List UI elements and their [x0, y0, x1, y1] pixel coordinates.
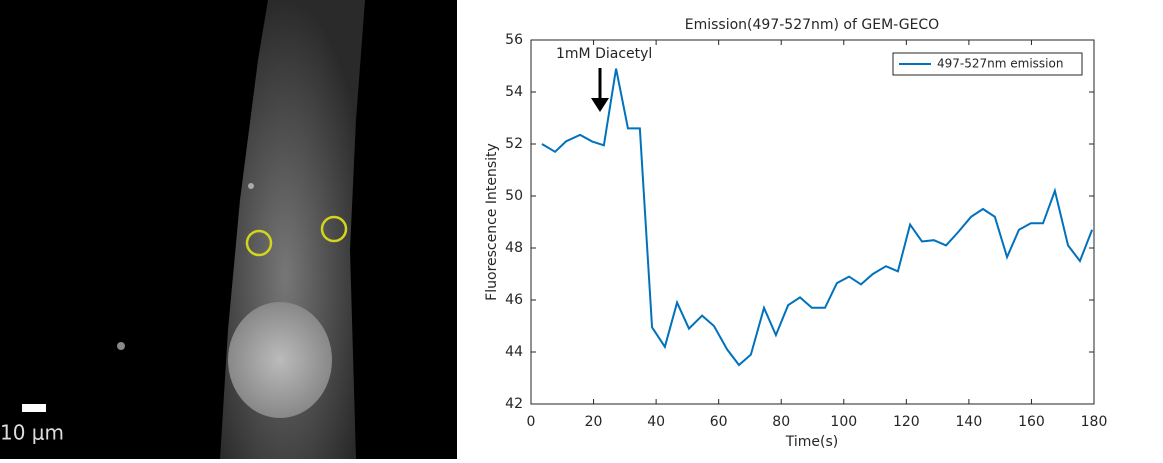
data-line: [541, 68, 1094, 367]
x-tick-label: 100: [830, 414, 857, 430]
y-tick-label: 52: [505, 136, 523, 152]
y-tick-label: 56: [505, 32, 523, 48]
y-tick-label: 54: [505, 84, 523, 100]
chart: Emission(497-527nm) of GEM-GECO Time(s) …: [484, 17, 1107, 450]
micrograph: 10 μm: [0, 0, 457, 459]
x-tick-label: 0: [527, 414, 536, 430]
x-tick-label: 40: [647, 414, 665, 430]
y-tick-label: 42: [505, 396, 523, 412]
x-axis-label: Time(s): [785, 434, 838, 450]
speck: [117, 342, 125, 350]
legend-box: [892, 52, 1083, 76]
x-tick-label: 180: [1081, 414, 1108, 430]
x-tick-label: 120: [893, 414, 920, 430]
y-tick-label: 50: [505, 188, 523, 204]
y-axis-label: Fluorescence Intensity: [484, 143, 500, 301]
x-tick-label: 140: [956, 414, 983, 430]
annotation: 1mM Diacetyl: [556, 46, 652, 62]
x-tick-label: 160: [1018, 414, 1045, 430]
roi-circle: [245, 229, 273, 257]
scale-bar-label: 10 μm: [0, 421, 64, 445]
chart-title: Emission(497-527nm) of GEM-GECO: [685, 17, 939, 33]
annotation-arrowhead: [591, 98, 609, 112]
y-tick-label: 48: [505, 240, 523, 256]
x-tick-label: 80: [772, 414, 790, 430]
x-tick-label: 20: [585, 414, 603, 430]
x-tick-label: 60: [710, 414, 728, 430]
y-tick-label: 44: [505, 344, 523, 360]
speck: [248, 183, 254, 189]
y-tick-label: 46: [505, 292, 523, 308]
legend-label: 497-527nm emission: [937, 57, 1063, 71]
plot-frame: [530, 39, 1095, 405]
nucleus: [228, 302, 332, 418]
scale-bar: [22, 404, 46, 412]
roi-circle: [320, 215, 348, 243]
